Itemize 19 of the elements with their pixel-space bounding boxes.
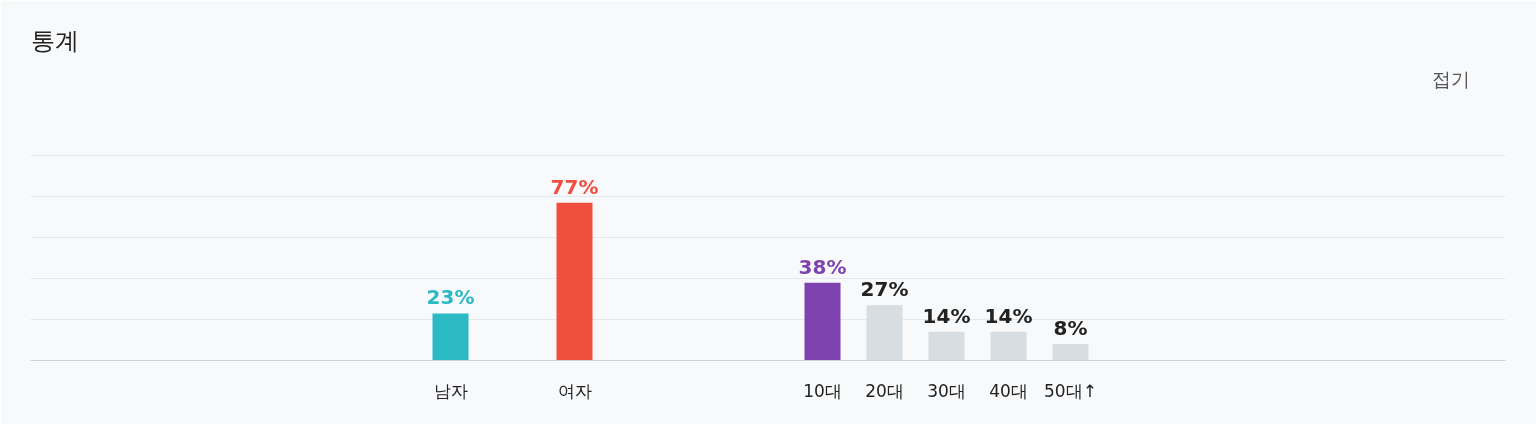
data-label: 23% [426, 285, 475, 310]
text: 통계 [30, 26, 79, 55]
x-tick-label: 30대 [927, 380, 966, 401]
x-tick-label: 20대 [865, 380, 904, 401]
bar [804, 282, 841, 361]
data-label: 14% [984, 303, 1033, 328]
bar [556, 202, 593, 361]
data-label: 27% [860, 277, 909, 302]
data-label: 8% [1053, 316, 1088, 341]
x-tick-label: 여자 [557, 380, 592, 401]
x-tick-label: 남자 [433, 380, 468, 401]
x-tick-label: 50대↑ [1044, 380, 1097, 401]
bar [432, 313, 469, 361]
text: 접기 [1431, 67, 1470, 90]
data-label: 77% [550, 174, 599, 199]
x-tick-label: 10대 [803, 380, 842, 401]
data-label: 38% [798, 254, 847, 279]
x-tick-label: 40대 [989, 380, 1028, 401]
data-label: 14% [922, 303, 971, 328]
